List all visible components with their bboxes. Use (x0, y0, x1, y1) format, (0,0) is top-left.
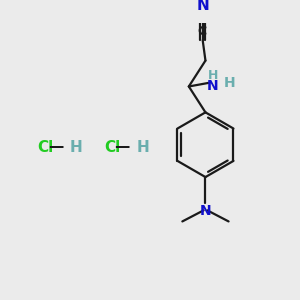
Text: Cl: Cl (104, 140, 120, 155)
Text: H: H (208, 69, 218, 82)
Text: N: N (196, 0, 209, 14)
Text: C: C (197, 26, 206, 38)
Text: H: H (224, 76, 235, 90)
Text: —: — (48, 139, 63, 154)
Text: H: H (136, 140, 149, 155)
Text: N: N (200, 204, 211, 218)
Text: Cl: Cl (37, 140, 53, 155)
Text: H: H (70, 140, 82, 155)
Text: —: — (115, 139, 130, 154)
Text: N: N (207, 80, 219, 94)
